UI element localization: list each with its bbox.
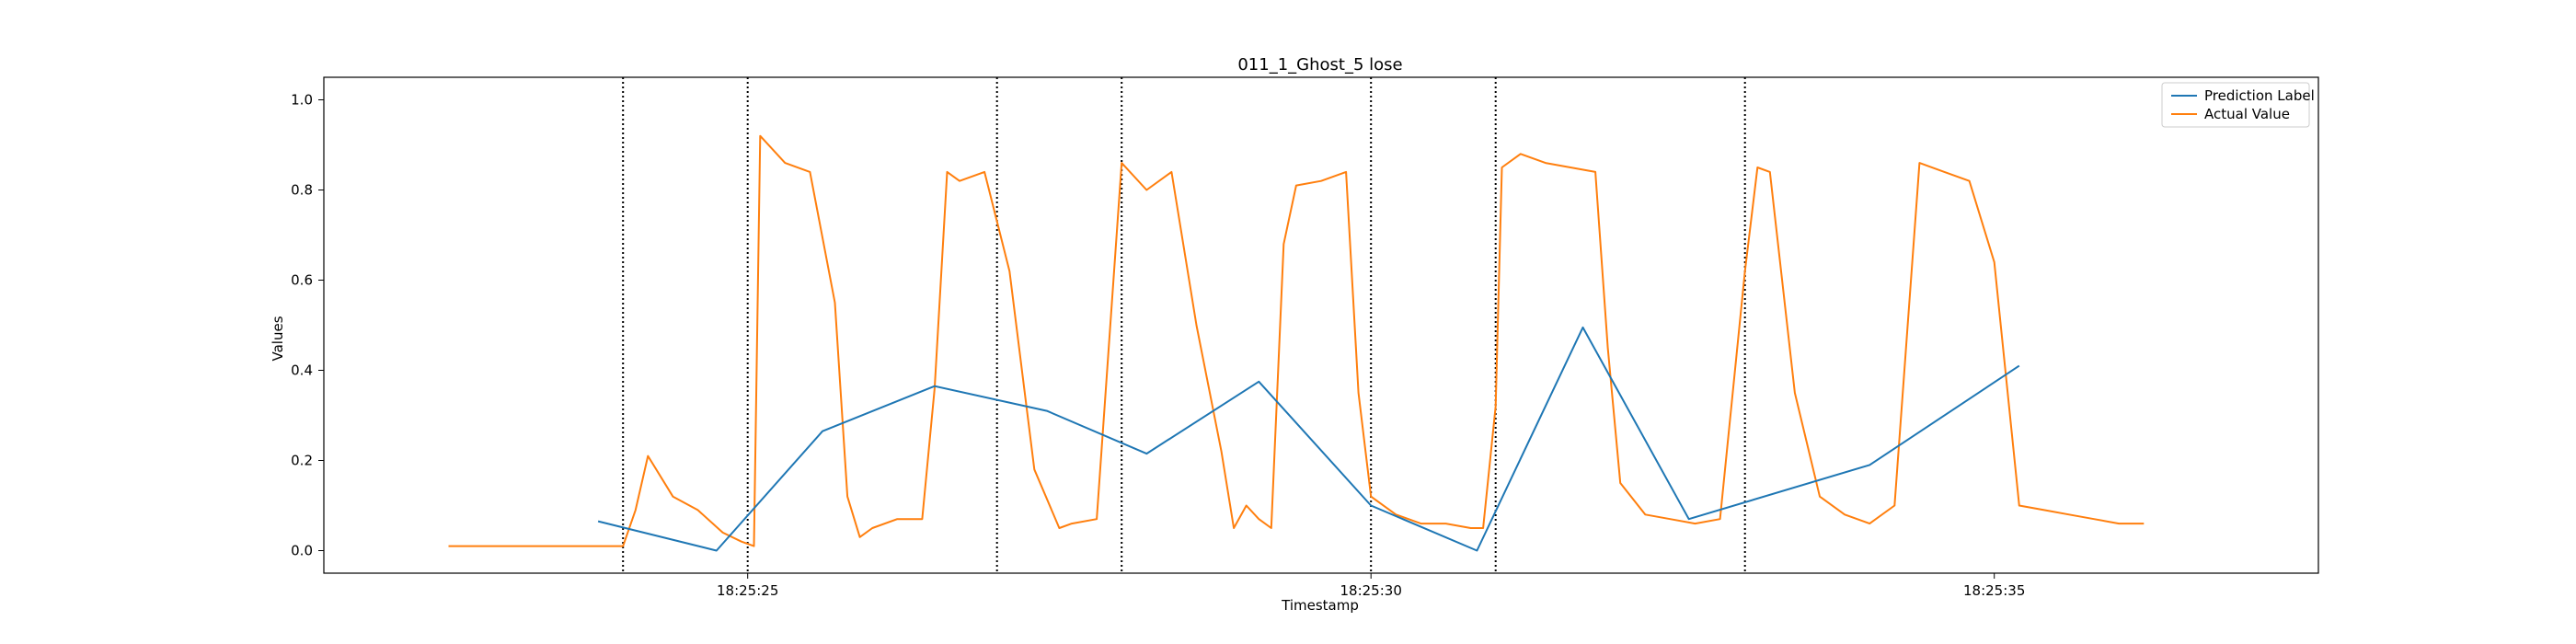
- y-tick-label: 0.4: [291, 362, 313, 379]
- y-axis-label: Values: [270, 316, 286, 361]
- y-tick-label: 0.2: [291, 453, 313, 469]
- actual-value-line: [448, 134, 2145, 547]
- x-axis-label: Timestamp: [1281, 597, 1359, 614]
- legend-entry: Prediction Label: [2204, 87, 2315, 104]
- x-tick-label: 18:25:35: [1963, 582, 2025, 599]
- plot-frame: [323, 76, 2319, 574]
- chart-title: 011_1_Ghost_5 lose: [1237, 55, 1402, 75]
- y-tick-label: 0.6: [291, 272, 313, 289]
- series-lines: [448, 134, 2145, 552]
- legend-entry: Actual Value: [2204, 106, 2290, 122]
- legend-box: [2161, 82, 2310, 128]
- prediction-label-line: [597, 326, 2020, 552]
- y-tick-label: 1.0: [291, 92, 313, 109]
- y-tick-label: 0.8: [291, 182, 313, 199]
- axes: 0.0 0.2 0.4 0.6 0.8 1.0 18:25:25 18:25:30 18:25:…: [291, 76, 2319, 599]
- y-tick-label: 0.0: [291, 543, 313, 559]
- legend: Prediction Label Actual Value: [2161, 82, 2315, 128]
- x-tick-label: 18:25:25: [717, 582, 778, 599]
- x-tick-label: 18:25:30: [1340, 582, 1402, 599]
